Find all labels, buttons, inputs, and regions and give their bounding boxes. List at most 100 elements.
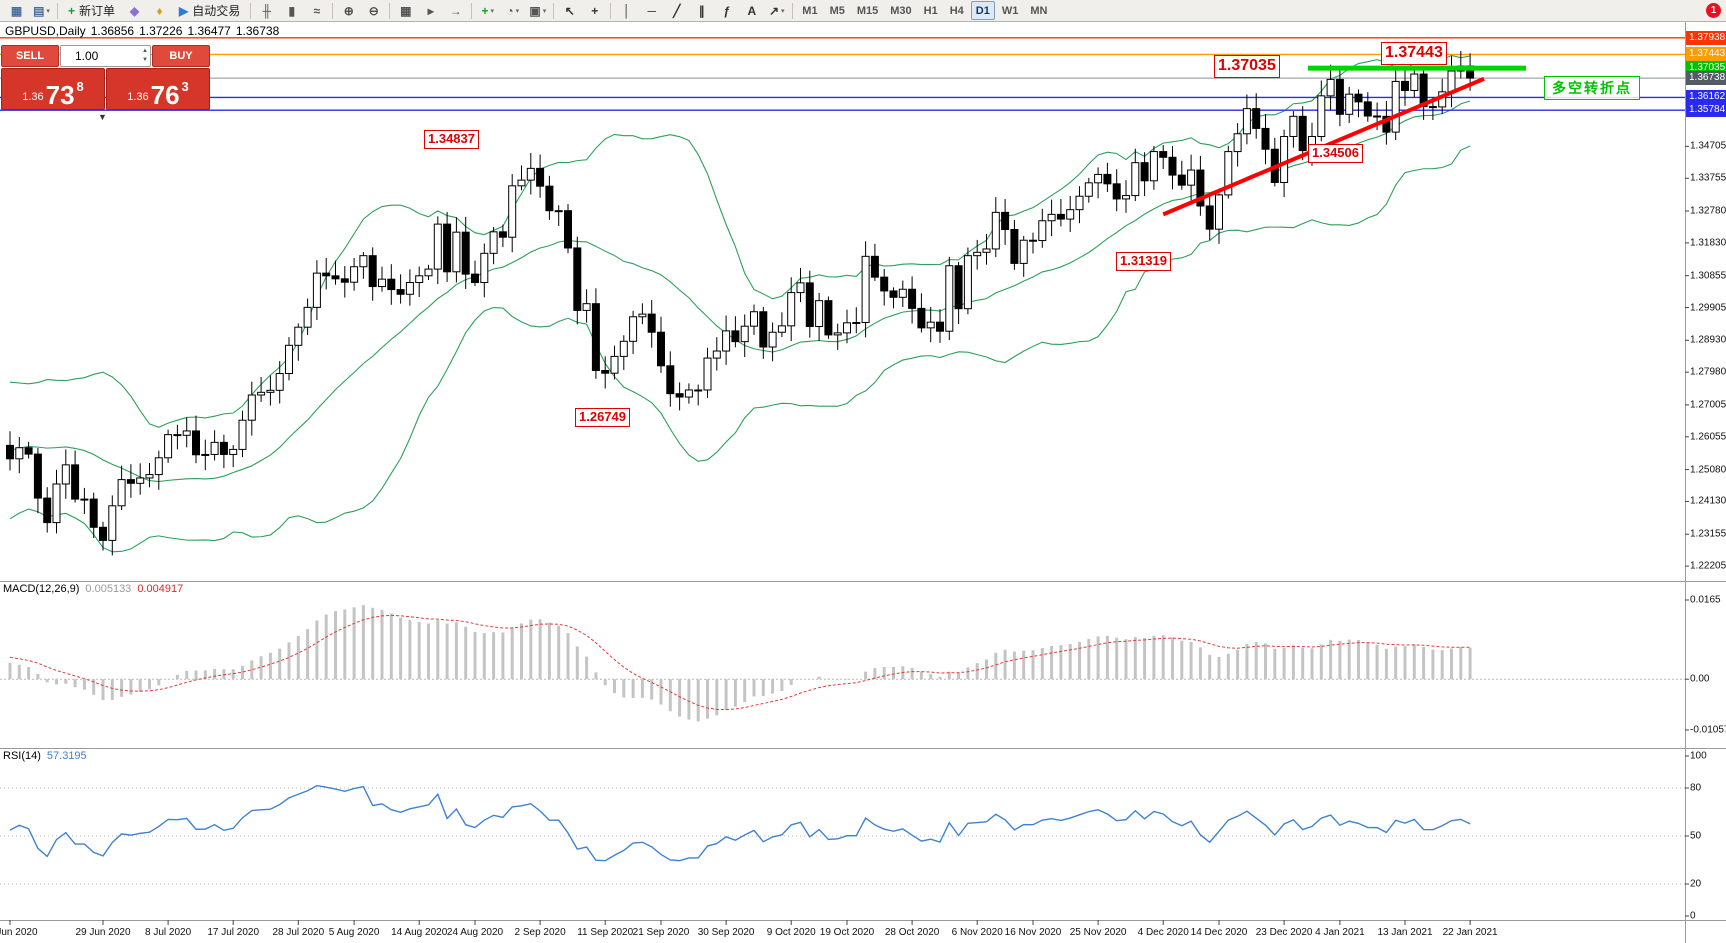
macd-axis-label: 0.00 — [1690, 673, 1710, 685]
tile-windows-button[interactable]: ▦ — [394, 0, 417, 21]
zoom-in-button[interactable]: ⊕ — [337, 0, 360, 21]
crosshair-button[interactable]: + — [583, 0, 606, 21]
tf-h4-button[interactable]: H4 — [949, 4, 964, 17]
trendline-button[interactable]: ╱ — [665, 0, 688, 21]
rsi-value: 57.3195 — [46, 750, 87, 762]
date-axis-label: 6 Nov 2020 — [951, 927, 1003, 938]
panel-collapse-icon[interactable]: ▼ — [98, 112, 107, 122]
price-annotation[interactable]: 1.37035 — [1214, 55, 1280, 78]
notification-badge[interactable]: 1 — [1706, 3, 1721, 18]
zoom-out-button[interactable]: ⊖ — [362, 0, 385, 21]
date-axis-label: 11 Sep 2020 — [577, 927, 634, 938]
date-axis-label: 28 Jul 2020 — [272, 927, 325, 938]
text-button[interactable]: A — [740, 0, 763, 21]
toolbar-separator — [332, 2, 334, 19]
date-axis-label: 4 Jan 2021 — [1315, 927, 1365, 938]
candlestick-mode-button[interactable]: ▮ — [280, 0, 303, 21]
new-chart-icon: ▦ — [10, 3, 23, 18]
fibonacci-button[interactable]: ƒ — [715, 0, 738, 21]
date-axis-label: 22 Jan 2021 — [1442, 927, 1498, 938]
alerts-icon: ♦ — [156, 3, 163, 18]
trendline-icon: ╱ — [673, 3, 681, 18]
volume-value: 1.00 — [75, 49, 99, 63]
tf-m5-button[interactable]: M5 — [829, 4, 845, 17]
indicators-button[interactable]: + ▾ — [476, 0, 499, 21]
bar-chart-mode-icon: ╫ — [262, 3, 272, 18]
low-value: 1.36477 — [187, 24, 231, 38]
rsi-axis-label: 80 — [1690, 782, 1702, 794]
toolbar-separator — [553, 2, 555, 19]
bollinger-bands — [9, 54, 1471, 553]
stepper-up-icon[interactable]: ▲ — [142, 48, 148, 54]
sell-button[interactable]: SELL — [1, 45, 59, 67]
tf-h1-button[interactable]: H1 — [923, 4, 938, 17]
support-segment-line[interactable] — [1308, 65, 1526, 71]
macd-pane — [0, 605, 1685, 722]
sell-price-big: 73 — [45, 79, 75, 110]
pane-separators — [0, 22, 1726, 943]
vertical-line-icon: │ — [623, 3, 631, 18]
rsi-indicator-label: RSI(14) 57.3195 — [3, 750, 87, 762]
tile-windows-icon: ▦ — [400, 3, 412, 18]
zoom-out-icon: ⊖ — [368, 3, 379, 18]
price-axis-badge: 1.36162 — [1686, 90, 1726, 105]
new-order-icon: + — [68, 3, 76, 18]
tf-w1-button[interactable]: W1 — [1001, 4, 1019, 17]
tf-m1-button[interactable]: M1 — [802, 4, 818, 17]
turning-point-note[interactable]: 多空转折点 — [1544, 76, 1640, 100]
arrows-button[interactable]: ↗ ▾ — [765, 0, 788, 21]
stepper-down-icon[interactable]: ▼ — [142, 57, 148, 63]
tf-d1-button[interactable]: D1 — [970, 1, 995, 20]
macd-signal-value: 0.004917 — [137, 583, 184, 595]
profiles-button[interactable]: ▤ ▾ — [30, 0, 53, 21]
price-annotation[interactable]: 1.26749 — [575, 408, 630, 427]
bollinger-lower-band — [9, 145, 1471, 553]
date-axis-label: 29 Jun 2020 — [75, 927, 131, 938]
bollinger-upper-band — [9, 54, 1471, 428]
buy-button[interactable]: BUY — [152, 45, 210, 67]
sell-price-display[interactable]: 1.36 73 8 — [1, 68, 105, 110]
new-order-button[interactable]: + 新订单 — [62, 0, 121, 21]
new-chart-button[interactable]: ▦ — [5, 0, 28, 21]
volume-input[interactable]: 1.00 ▲ ▼ — [60, 45, 151, 67]
chart-shift-button[interactable]: → — [444, 0, 467, 21]
metaeditor-button[interactable]: ◆ — [123, 0, 146, 21]
chart-shift-icon: → — [449, 3, 462, 18]
price-annotation[interactable]: 1.34837 — [424, 130, 479, 149]
price-annotation[interactable]: 1.34506 — [1308, 144, 1363, 163]
price-axis-label: 1.33755 — [1690, 172, 1726, 184]
auto-scroll-button[interactable]: ▸ — [419, 0, 442, 21]
zoom-in-icon: ⊕ — [343, 3, 354, 18]
periods-button[interactable]: ◔ ▾ — [501, 0, 524, 21]
arrows-icon: ↗ — [768, 3, 780, 18]
price-axis-label: 1.30855 — [1690, 270, 1726, 282]
open-value: 1.36856 — [90, 24, 135, 38]
price-annotation[interactable]: 1.31319 — [1116, 252, 1171, 271]
price-axis-label: 1.27980 — [1690, 366, 1726, 378]
templates-button[interactable]: ▣ ▾ — [526, 0, 549, 21]
horizontal-line-button[interactable]: ─ — [640, 0, 663, 21]
alerts-button[interactable]: ♦ — [148, 0, 171, 21]
line-objects[interactable] — [0, 37, 1685, 111]
cursor-button[interactable]: ↖ — [558, 0, 581, 21]
tf-m30-button[interactable]: M30 — [890, 4, 912, 17]
auto-trading-button[interactable]: ▶ 自动交易 — [173, 0, 246, 21]
templates-icon: ▣ — [529, 3, 541, 18]
auto-trading-icon: ▶ — [179, 3, 189, 18]
tf-mn-button[interactable]: MN — [1030, 4, 1048, 17]
price-annotation[interactable]: 1.37443 — [1381, 42, 1447, 65]
date-axis-label: 28 Oct 2020 — [884, 927, 940, 938]
tf-m15-button[interactable]: M15 — [856, 4, 879, 17]
line-chart-mode-button[interactable]: ≈ — [305, 0, 328, 21]
bar-chart-mode-button[interactable]: ╫ — [255, 0, 278, 21]
rsi-axis-label: 20 — [1690, 878, 1702, 890]
sell-price-sup: 8 — [76, 79, 84, 94]
date-axis-label: 14 Aug 2020 — [391, 927, 448, 938]
vertical-line-button[interactable]: │ — [615, 0, 638, 21]
volume-stepper[interactable]: ▲ ▼ — [142, 47, 148, 65]
date-axis-label: 15 Jun 2020 — [0, 927, 38, 938]
price-axis-label: 1.32780 — [1690, 205, 1726, 217]
channel-button[interactable]: ∥ — [690, 0, 713, 21]
buy-price-display[interactable]: 1.36 76 3 — [106, 68, 210, 110]
